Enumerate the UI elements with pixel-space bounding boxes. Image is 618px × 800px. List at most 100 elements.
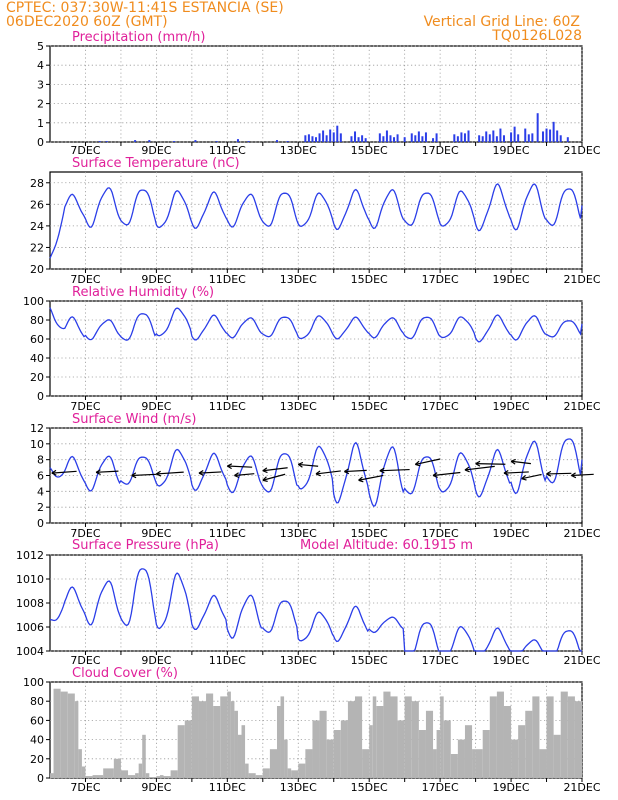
cloud-cover-bar	[425, 710, 434, 778]
wind-arrow-shaft	[262, 473, 286, 481]
precip-bar	[421, 136, 424, 142]
wind-arrow-head	[546, 470, 552, 477]
x-tick-label: 19DEC	[493, 400, 530, 413]
cloud-cover-bar	[436, 730, 441, 778]
wind-arrow-head	[262, 476, 268, 483]
wind-arrow-head	[297, 461, 304, 468]
x-tick-label: 21DEC	[563, 527, 600, 540]
wind-arrow-shaft	[262, 467, 288, 472]
precip-bar	[435, 133, 438, 142]
cloud-cover-bar	[433, 749, 437, 778]
precip-bar	[492, 130, 495, 142]
precip-bar	[531, 133, 534, 142]
wind-arrow-head	[51, 469, 57, 476]
cloud-cover-bar	[237, 734, 242, 778]
wind-panel: Surface Wind (m/s) 0 2 4 6 8 10 12 7DEC 9DEC 11DE…	[30, 412, 601, 540]
wind-arrow-shaft	[315, 470, 341, 475]
humidity-panel: Relative Humidity (%) 0 20 40 60 80 100 7DEC 9D…	[23, 285, 601, 413]
precip-bar	[339, 133, 342, 142]
precip-bar	[499, 128, 502, 142]
cloud-cover-bar	[142, 734, 146, 778]
cloud-cover-bar	[472, 749, 476, 778]
x-tick-label: 15DEC	[351, 527, 388, 540]
temperature-panel: Surface Temperature (nC) 20 22 24 26 28 7DEC 9…	[30, 156, 601, 286]
y-tick-label: 4	[37, 485, 44, 498]
precip-bar	[173, 141, 176, 142]
precip-bar	[432, 138, 435, 142]
x-tick-label: 11DEC	[209, 400, 246, 413]
wind-arrow-shaft	[432, 471, 461, 477]
y-tick-label: 6	[37, 470, 44, 483]
y-tick-label: 60	[30, 714, 44, 727]
temperature-title: Surface Temperature (nC)	[72, 156, 240, 171]
series-line	[49, 438, 583, 508]
wind-arrow-head	[521, 474, 527, 481]
wind-arrow-shaft	[131, 473, 157, 477]
x-tick-label: 17DEC	[422, 654, 459, 667]
cloud-cover-bar	[546, 696, 554, 778]
cloud-cover-bar	[443, 720, 451, 778]
y-tick-label: 0	[37, 136, 44, 149]
wind-arrow-shaft	[234, 473, 255, 477]
cloud-title: Cloud Cover (%)	[72, 666, 178, 681]
cloud-cover-bar	[404, 696, 412, 778]
x-tick-label: 9DEC	[141, 400, 171, 413]
run-id: TQ0126L028	[491, 28, 582, 44]
y-tick-label: 1	[37, 117, 44, 130]
cloud-cover-bar	[163, 776, 171, 778]
cloud-cover-bar	[206, 693, 214, 778]
wind-arrow-head	[131, 472, 137, 479]
precip-bar	[566, 137, 569, 142]
series-line	[50, 568, 582, 652]
pressure-title: Surface Pressure (hPa)	[72, 538, 219, 553]
precip-bar	[495, 136, 498, 142]
y-tick-label: 20	[30, 753, 44, 766]
cloud-cover-bar	[347, 701, 356, 778]
cloud-cover-bar	[312, 720, 320, 778]
x-tick-label: 13DEC	[280, 781, 317, 794]
x-tick-label: 9DEC	[141, 654, 171, 667]
cloud-cover-bar	[145, 773, 150, 778]
cloud-cover-bar	[362, 749, 370, 778]
x-tick-label: 19DEC	[493, 273, 530, 286]
y-tick-label: 0	[37, 390, 44, 403]
cloud-cover-bar	[355, 696, 363, 778]
precip-bar	[524, 128, 527, 142]
wind-arrow-shaft	[475, 463, 506, 465]
x-tick-label: 15DEC	[351, 400, 388, 413]
x-tick-label: 9DEC	[141, 781, 171, 794]
x-tick-label: 11DEC	[209, 654, 246, 667]
series-line	[49, 307, 583, 343]
wind-arrow-shaft	[96, 470, 119, 473]
y-tick-label: 0	[37, 772, 44, 785]
precip-bar	[311, 136, 314, 142]
y-tick-label: 1012	[16, 549, 44, 562]
cloud-cover-bar	[92, 775, 104, 778]
precip-bar	[361, 135, 364, 142]
wind-arrow-shaft	[415, 458, 441, 466]
precip-bar	[463, 133, 466, 142]
cloud-cover-bar	[135, 773, 139, 778]
precip-bar	[286, 141, 289, 142]
precip-bar	[502, 135, 505, 142]
y-tick-label: 60	[30, 333, 44, 346]
cloud-cover-bar	[184, 720, 192, 778]
y-tick-label: 100	[23, 676, 44, 689]
cloud-cover-bar	[305, 749, 313, 778]
cloud-cover-bar	[220, 696, 228, 778]
x-tick-label: 17DEC	[422, 400, 459, 413]
x-tick-label: 11DEC	[209, 527, 246, 540]
cloud-cover-bar	[213, 706, 221, 778]
cloud-cover-bar	[280, 696, 285, 778]
wind-arrow-shaft	[51, 470, 77, 474]
cloud-cover-bar	[503, 706, 512, 778]
precip-bar	[414, 135, 417, 142]
precip-bar	[393, 137, 396, 142]
cloud-cover-bar	[333, 730, 341, 778]
precip-bar	[336, 125, 339, 142]
cloud-cover-bar	[457, 739, 465, 778]
cloud-cover-bar	[418, 730, 426, 778]
precip-bar	[536, 113, 539, 142]
y-tick-label: 22	[30, 241, 44, 254]
x-tick-label: 17DEC	[422, 144, 459, 157]
